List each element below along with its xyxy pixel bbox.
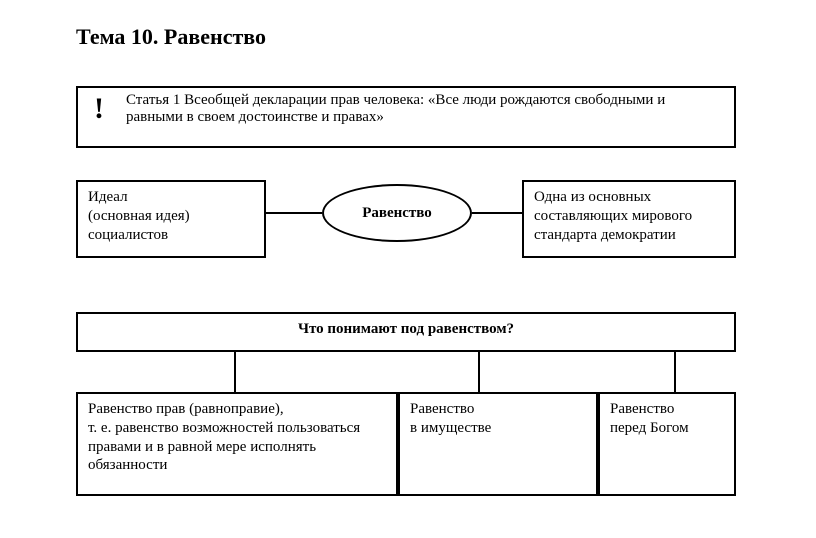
- tree-line-1: [234, 352, 236, 392]
- tree-line-3: [674, 352, 676, 392]
- page-title: Тема 10. Равенство: [76, 24, 266, 50]
- answer-box-1: Равенство прав (равноправие),т. е. равен…: [76, 392, 398, 496]
- exclamation-icon: !: [94, 92, 104, 126]
- equality-ellipse: Равенство: [322, 184, 472, 242]
- connector-left: [266, 212, 322, 214]
- declaration-text: Статья 1 Всеобщей декларации прав челове…: [126, 92, 722, 126]
- diagram-canvas: Тема 10. Равенство ! Статья 1 Всеобщей д…: [0, 0, 816, 538]
- question-box: Что понимают под равенством?: [76, 312, 736, 352]
- answer-box-2: Равенствов имуществе: [398, 392, 598, 496]
- tree-line-2: [478, 352, 480, 392]
- answer-box-3: Равенствоперед Богом: [598, 392, 736, 496]
- democracy-box: Одна из основных составляющих мирового с…: [522, 180, 736, 258]
- connector-right: [472, 212, 522, 214]
- ideal-box: Идеал(основная идея)социалистов: [76, 180, 266, 258]
